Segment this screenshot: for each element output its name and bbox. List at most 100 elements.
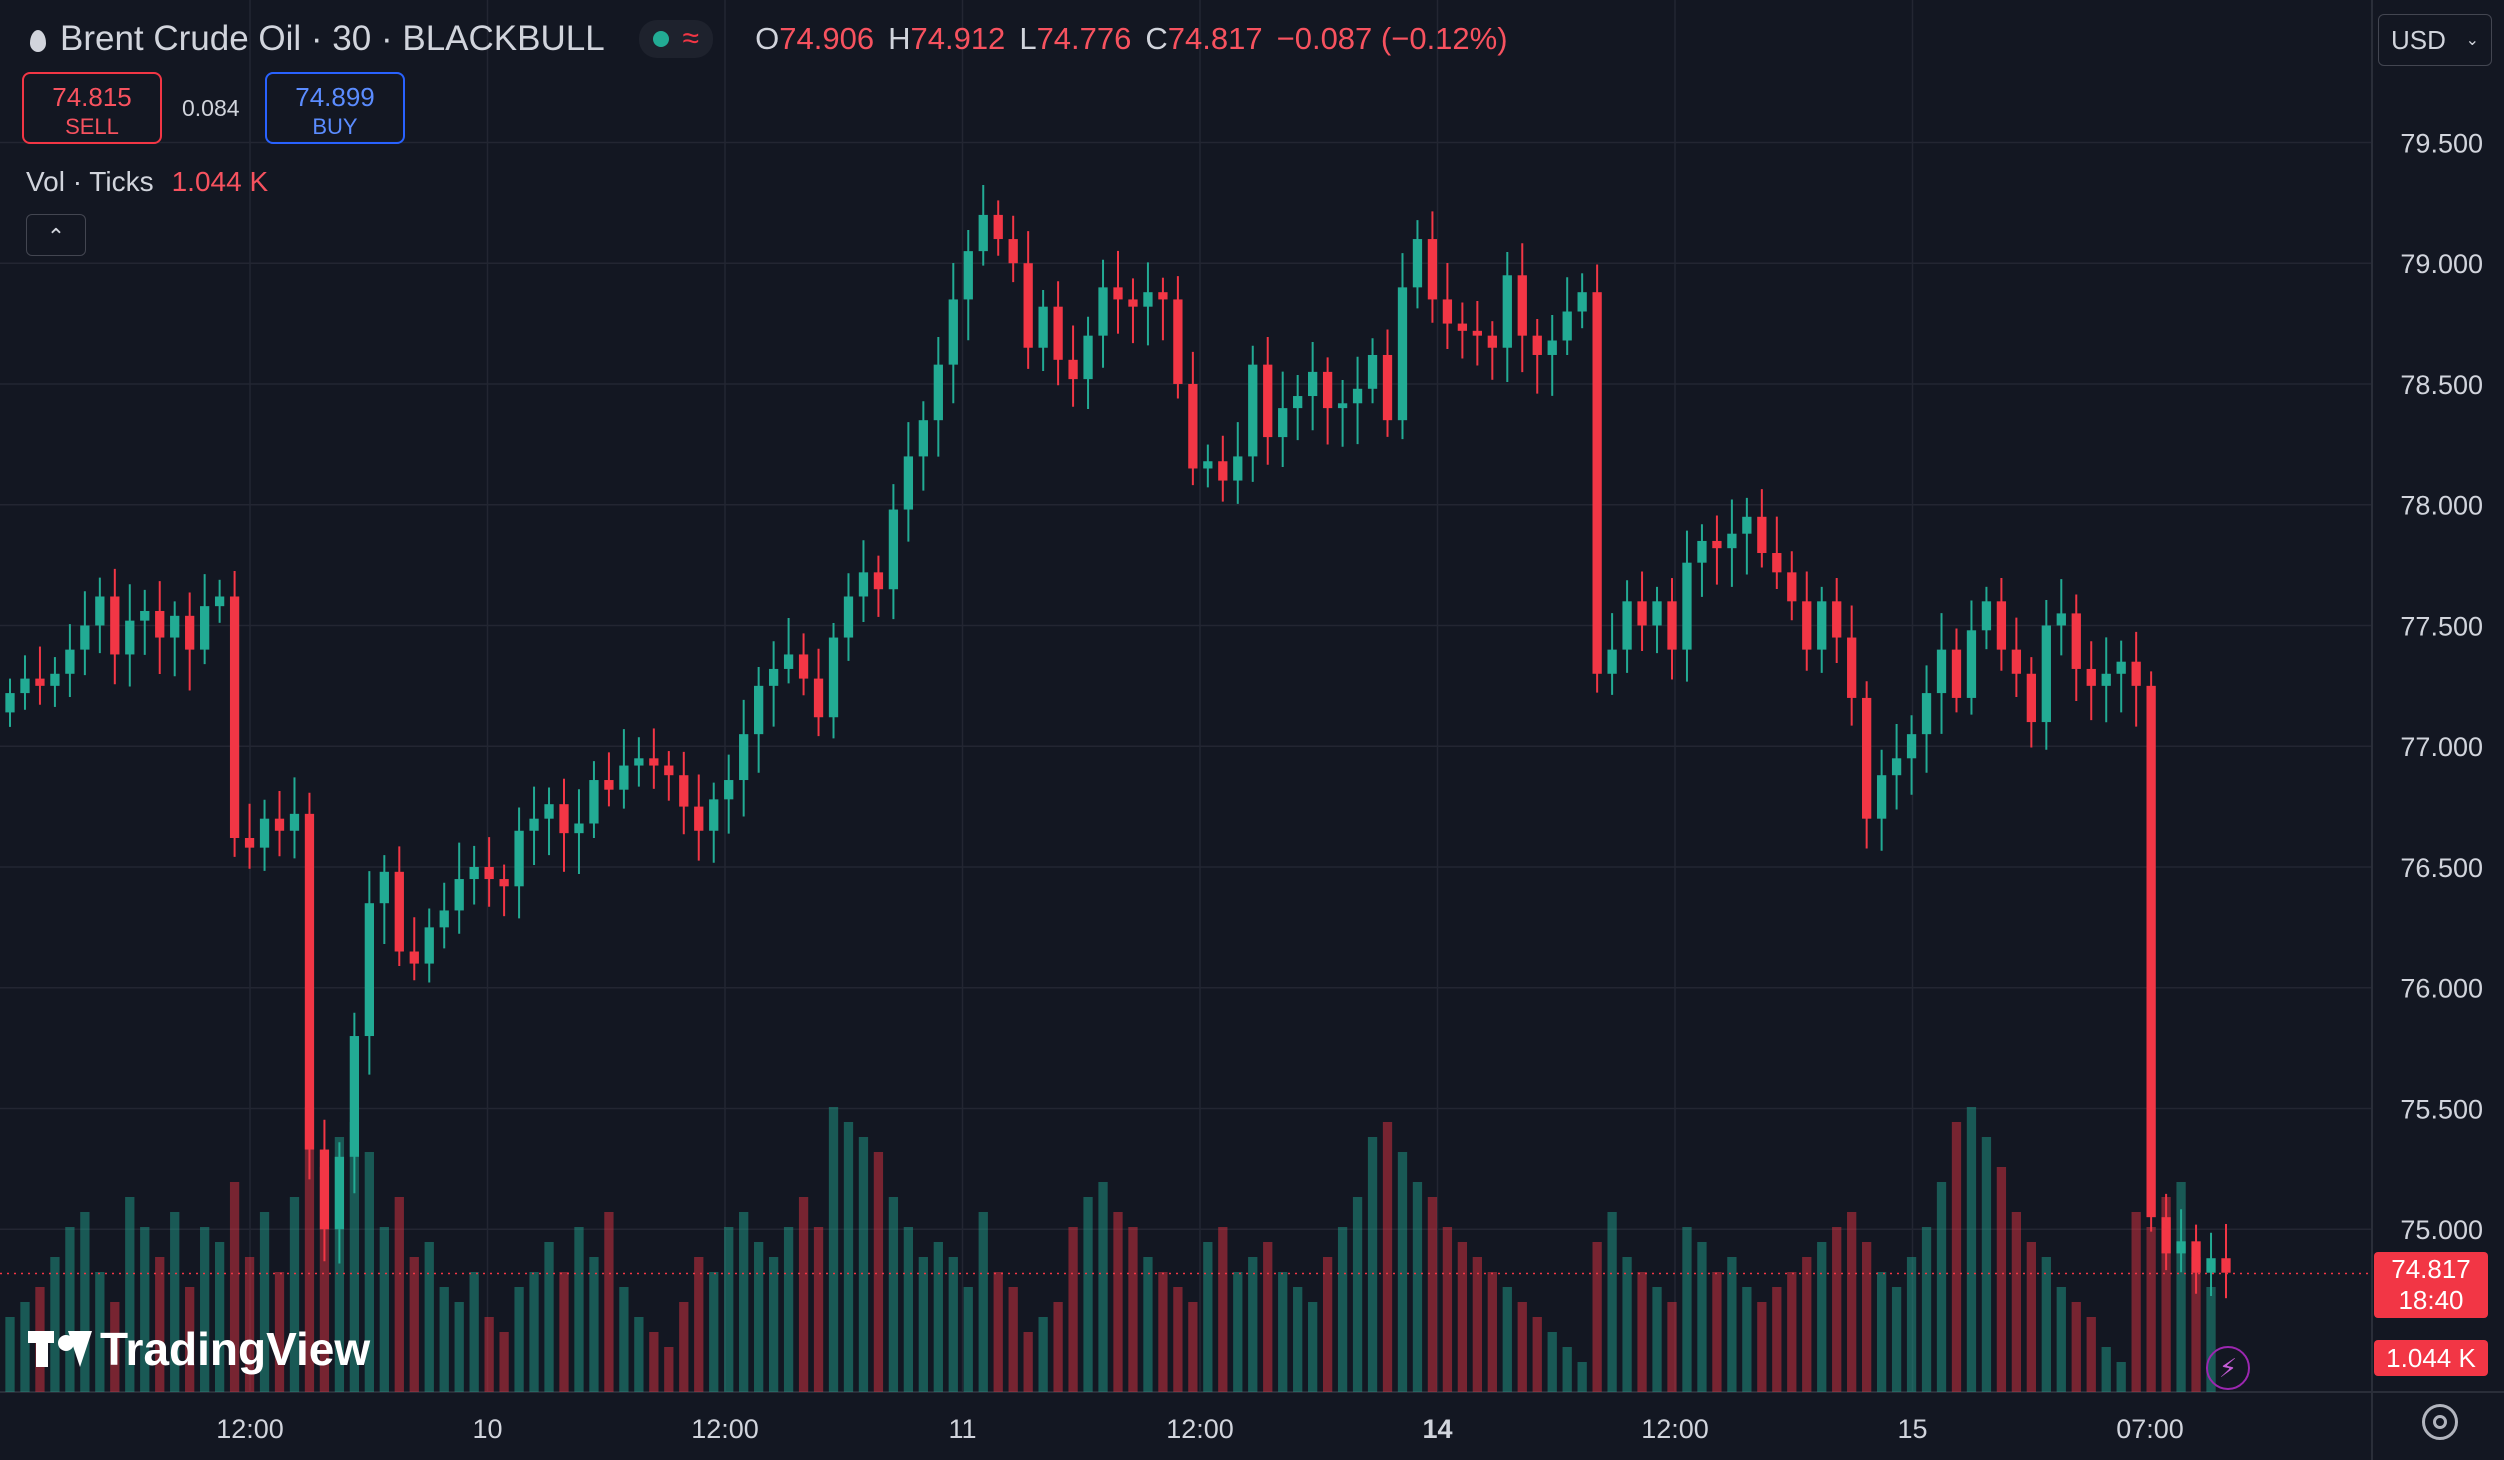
- candle-body: [2071, 613, 2081, 669]
- volume-bar: [1098, 1182, 1108, 1392]
- volume-bar: [1802, 1257, 1812, 1392]
- time-axis-label: 07:00: [2116, 1414, 2184, 1444]
- candle-body: [394, 871, 404, 952]
- candle-body: [873, 572, 884, 590]
- candle-body: [1667, 601, 1677, 650]
- volume-bar: [110, 1302, 120, 1392]
- candle-body: [304, 813, 315, 1150]
- volume-bar: [50, 1257, 60, 1392]
- candle-body: [1308, 371, 1318, 397]
- volume-bar: [903, 1227, 914, 1392]
- volume-bar: [379, 1227, 389, 1392]
- tradingview-logo[interactable]: TradingView: [28, 1322, 370, 1376]
- candle-body: [349, 1036, 360, 1157]
- volume-bar: [1772, 1287, 1782, 1392]
- candle-body: [1906, 734, 1917, 759]
- volume-bar: [499, 1332, 509, 1392]
- volume-bar: [364, 1152, 374, 1392]
- candle-body: [1382, 354, 1393, 421]
- price-axis-label: 75.000: [2400, 1215, 2483, 1245]
- candle-body: [858, 572, 869, 597]
- volume-bar: [1068, 1227, 1078, 1392]
- candle-body: [1532, 335, 1542, 355]
- candle-body: [2221, 1258, 2231, 1273]
- price-axis-label: 77.500: [2400, 611, 2483, 641]
- candle-body: [1772, 553, 1782, 573]
- volume-bar: [274, 1272, 285, 1392]
- symbol-title[interactable]: Brent Crude Oil · 30 · BLACKBULL: [60, 19, 605, 58]
- candle-body: [289, 813, 300, 831]
- candle-body: [319, 1149, 330, 1230]
- volume-bar: [1322, 1257, 1333, 1392]
- volume-bar: [1936, 1182, 1947, 1392]
- currency-selector[interactable]: USD ⌄: [2378, 14, 2492, 66]
- candle-body: [140, 610, 150, 621]
- volume-bar: [1173, 1287, 1183, 1392]
- volume-bar: [918, 1257, 928, 1392]
- candle-body: [1996, 601, 2007, 650]
- collapse-legend-button[interactable]: ⌃: [26, 214, 86, 256]
- candle-body: [499, 879, 509, 887]
- volume-bar: [709, 1272, 719, 1392]
- candle-body: [1847, 637, 1857, 698]
- candle-body: [963, 251, 973, 300]
- candle-body: [244, 838, 255, 848]
- candle-body: [1188, 383, 1198, 469]
- volume-bar: [1667, 1302, 1677, 1392]
- volume-bar: [1652, 1287, 1662, 1392]
- candle-body: [1951, 649, 1962, 698]
- candle-body: [948, 299, 958, 365]
- candle-body: [424, 927, 434, 964]
- candle-body: [454, 879, 464, 911]
- candle-body: [1742, 516, 1752, 534]
- chevron-up-icon: ⌃: [46, 224, 66, 249]
- candle-body: [1787, 572, 1797, 602]
- candle-body: [1397, 287, 1408, 421]
- candle-body: [5, 693, 15, 713]
- sell-button[interactable]: 74.815 SELL: [22, 72, 162, 144]
- volume-bar: [1442, 1227, 1453, 1392]
- tradingview-logo-icon: [28, 1329, 92, 1369]
- candle-body: [1203, 461, 1213, 469]
- candle-body: [978, 214, 988, 252]
- market-status-pill[interactable]: ≈: [638, 20, 714, 58]
- ohlc-low-label: L: [1019, 21, 1037, 56]
- volume-bar: [334, 1137, 345, 1392]
- volume-bar: [1352, 1197, 1363, 1392]
- volume-bar: [1921, 1227, 1932, 1392]
- ohlc-close-value: 74.817: [1167, 21, 1263, 56]
- candle-body: [1862, 697, 1872, 819]
- volume-bar: [80, 1212, 90, 1392]
- volume-bar: [1457, 1242, 1468, 1392]
- candle-body: [544, 804, 554, 819]
- volume-bar: [1592, 1242, 1602, 1392]
- volume-bar: [993, 1272, 1003, 1392]
- volume-bar: [1083, 1197, 1093, 1392]
- volume-bar: [1966, 1107, 1977, 1392]
- volume-bar: [289, 1197, 300, 1392]
- candle-body: [1757, 516, 1767, 554]
- candle-body: [2161, 1217, 2171, 1254]
- candle-body: [813, 678, 824, 718]
- candle-body: [1981, 601, 1992, 631]
- candle-body: [1098, 287, 1108, 336]
- candle-body: [1322, 371, 1333, 409]
- candle-body: [649, 758, 659, 766]
- candle-body: [604, 780, 614, 790]
- candle-body: [574, 823, 584, 834]
- time-axis-label: 12:00: [216, 1414, 284, 1444]
- gear-icon[interactable]: [2422, 1404, 2458, 1440]
- candle-body: [155, 610, 165, 638]
- volume-legend[interactable]: Vol · Ticks 1.044 K: [26, 166, 268, 198]
- candle-body: [1876, 775, 1887, 819]
- volume-bar: [514, 1287, 524, 1392]
- candle-body: [664, 765, 674, 776]
- candle-body: [724, 780, 734, 800]
- candle-body: [409, 951, 419, 964]
- buy-button[interactable]: 74.899 BUY: [265, 72, 405, 144]
- price-axis-label: 76.500: [2400, 853, 2483, 883]
- lightning-icon[interactable]: ⚡: [2206, 1346, 2250, 1390]
- volume-bar: [1637, 1272, 1647, 1392]
